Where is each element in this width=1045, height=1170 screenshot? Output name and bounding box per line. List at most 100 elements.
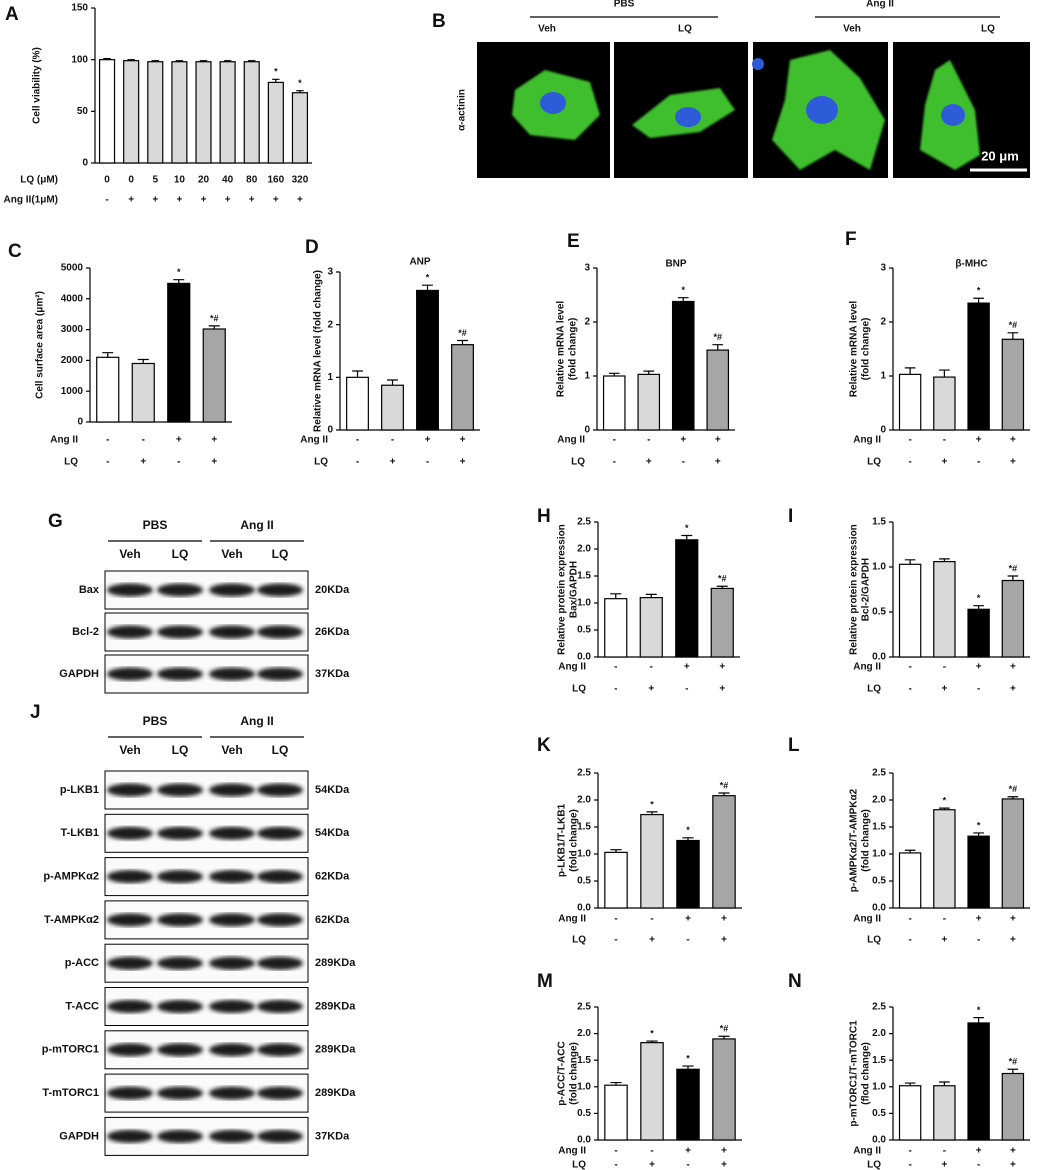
panel-letter: L	[788, 735, 800, 756]
condition-value: -	[356, 457, 359, 468]
blot-band	[257, 826, 303, 840]
error-bar	[1007, 1068, 1019, 1074]
bar	[123, 60, 140, 164]
error-bar	[646, 1040, 658, 1043]
error-bar	[939, 807, 950, 810]
condition-value: -	[908, 914, 911, 925]
panel-letter: D	[305, 237, 319, 258]
condition-value: +	[649, 935, 655, 946]
blot-band	[157, 913, 203, 927]
blot-band	[257, 667, 303, 681]
y-tick-label: 2.0	[577, 795, 591, 806]
significance-label: *#	[713, 332, 722, 342]
y-tick-label: 1.5	[577, 1055, 591, 1066]
error-bar	[939, 1081, 950, 1086]
error-bar	[716, 585, 728, 589]
y-tick-label: 0	[327, 425, 333, 436]
group-label: Ang II	[240, 714, 273, 728]
bar	[202, 328, 226, 423]
y-tick-label: 0.5	[577, 876, 591, 887]
condition-value: -	[908, 1146, 911, 1157]
row-label: T-ACC	[65, 1000, 99, 1012]
condition-label: Ang II	[557, 435, 585, 446]
error-bar	[208, 325, 220, 329]
error-bar	[296, 90, 304, 93]
row-label: p-mTORC1	[42, 1044, 99, 1056]
y-axis-label: Relative mRNA level	[556, 301, 567, 398]
error-bar	[645, 593, 657, 598]
condition-value: -	[682, 457, 685, 468]
row-label: p-LKB1	[60, 784, 99, 796]
y-tick-label: 3000	[61, 324, 84, 335]
condition-label: LQ	[571, 457, 585, 468]
blot-band	[107, 625, 153, 639]
bar	[98, 59, 116, 164]
significance-label: *	[943, 795, 947, 805]
y-axis-label: (fold change)	[568, 318, 579, 381]
blot-band	[257, 913, 303, 927]
condition-value: +	[201, 195, 207, 206]
row-label: T-mTORC1	[42, 1087, 99, 1099]
error-bar	[610, 1081, 622, 1086]
condition-label: LQ	[572, 935, 586, 946]
error-bar	[682, 837, 694, 841]
y-tick-label: 1.0	[577, 849, 591, 860]
error-bar	[904, 367, 916, 375]
y-tick-label: 1.0	[577, 1081, 591, 1092]
bar	[1001, 579, 1025, 658]
error-bar	[904, 1082, 916, 1086]
condition-value: +	[721, 935, 727, 946]
condition-value: +	[719, 684, 725, 695]
error-bar	[102, 352, 114, 358]
condition-value: 0	[128, 175, 134, 186]
condition-value: -	[106, 457, 109, 468]
condition-value: -	[977, 684, 980, 695]
y-tick-label: 0.0	[872, 903, 886, 914]
significance-label: *	[686, 1053, 690, 1063]
blot-band	[257, 956, 303, 970]
condition-label: LQ	[314, 457, 328, 468]
condition-value: +	[941, 684, 947, 695]
significance-label: *	[977, 593, 981, 603]
y-tick-label: 0.5	[872, 607, 886, 618]
condition-label: LQ	[867, 1160, 881, 1170]
condition-value: +	[211, 457, 217, 468]
error-bar	[137, 358, 149, 364]
error-bar	[422, 284, 433, 291]
lane-label: Veh	[538, 24, 556, 35]
error-bar	[939, 558, 950, 562]
condition-value: +	[273, 195, 279, 206]
blot-band	[157, 826, 203, 840]
condition-label: Ang II	[853, 914, 881, 925]
condition-label: LQ	[572, 1160, 586, 1170]
bar	[706, 349, 730, 431]
condition-value: -	[977, 935, 980, 946]
error-bar	[682, 1065, 694, 1070]
row-size: 289KDa	[315, 1044, 356, 1056]
condition-value: +	[941, 457, 947, 468]
error-bar	[681, 534, 693, 540]
blot-band	[257, 1043, 303, 1057]
error-bar	[175, 60, 184, 62]
y-tick-label: 3	[880, 263, 886, 274]
condition-value: -	[943, 1146, 946, 1157]
bar	[96, 356, 120, 423]
blot-band	[257, 1086, 303, 1100]
chart-title: BNP	[665, 259, 686, 270]
condition-value: -	[908, 935, 911, 946]
nucleus	[675, 107, 701, 127]
condition-value: +	[680, 435, 686, 446]
condition-value: +	[715, 435, 721, 446]
nucleus	[806, 96, 838, 124]
condition-value: 320	[292, 175, 309, 186]
bar	[604, 598, 628, 658]
y-axis-label: p-mTORC1/T-mTORC1	[849, 1020, 860, 1127]
condition-value: -	[650, 914, 653, 925]
y-tick-label: 1	[327, 372, 333, 383]
scale-label: 20 μm	[981, 148, 1019, 163]
error-bar	[1007, 575, 1019, 581]
condition-value: -	[105, 195, 108, 206]
y-tick-label: 1	[584, 371, 590, 382]
condition-value: +	[211, 435, 217, 446]
blot-band	[209, 913, 255, 927]
